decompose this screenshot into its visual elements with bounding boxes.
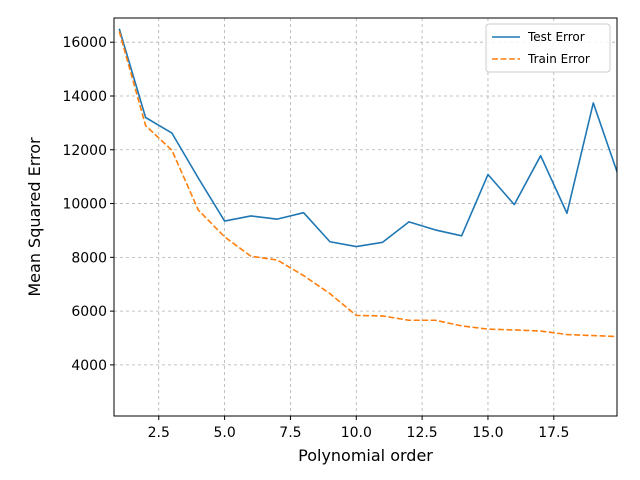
y-tick-label: 8000 xyxy=(71,250,107,266)
plot-frame xyxy=(113,17,618,417)
plot-background xyxy=(114,18,617,416)
y-tick-label: 6000 xyxy=(71,304,107,320)
legend-box xyxy=(485,23,611,73)
grid xyxy=(114,18,617,416)
y-tick-label: 12000 xyxy=(62,143,107,159)
y-tick-label: 16000 xyxy=(62,35,107,51)
x-tick-label: 17.5 xyxy=(538,425,569,441)
series-line-train-error xyxy=(118,31,617,338)
legend: Test Error Train Error xyxy=(485,23,611,73)
x-tick-label: 15.0 xyxy=(472,425,503,441)
y-tick-label: 10000 xyxy=(62,197,107,213)
y-axis: 4000 6000 8000 10000 12000 14000 16000 xyxy=(62,35,114,374)
series-line-test-error xyxy=(118,28,617,248)
x-axis: 2.5 5.0 7.5 10.0 12.5 15.0 17.5 xyxy=(148,416,569,441)
series-group xyxy=(118,28,617,338)
x-tick-label: 2.5 xyxy=(148,425,170,441)
x-tick-label: 7.5 xyxy=(279,425,301,441)
y-tick-label: 4000 xyxy=(71,358,107,374)
legend-label-test-error: Test Error xyxy=(527,30,585,44)
x-axis-label: Polynomial order xyxy=(298,446,433,465)
y-tick-label: 14000 xyxy=(62,89,107,105)
x-tick-label: 12.5 xyxy=(407,425,438,441)
y-axis-label: Mean Squared Error xyxy=(25,137,44,297)
x-tick-label: 5.0 xyxy=(213,425,235,441)
legend-label-train-error: Train Error xyxy=(527,52,590,66)
x-tick-label: 10.0 xyxy=(341,425,372,441)
